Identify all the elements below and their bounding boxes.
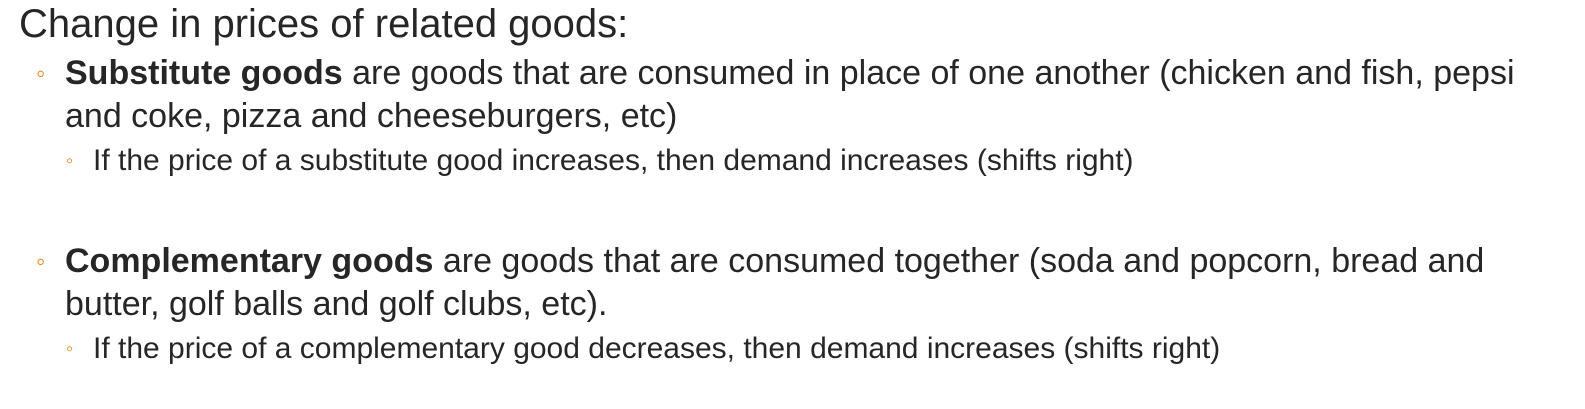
term-substitute-goods: Substitute goods [65,54,343,92]
sub-point-complementary: If the price of a complementary good dec… [93,332,1221,365]
bullet-level2-substitute: ◦ If the price of a substitute good incr… [0,142,1585,180]
bullet-level1-substitute: ◦ Substitute goods are goods that are co… [0,52,1565,138]
sub-bullet-marker-icon: ◦ [66,150,74,172]
bullet-marker-icon: ◦ [36,58,46,88]
term-complementary-goods: Complementary goods [65,242,434,280]
slide-heading: Change in prices of related goods: [19,2,629,46]
bullet-level2-complementary: ◦ If the price of a complementary good d… [0,330,1585,368]
bullet-level1-complementary: ◦ Complementary goods are goods that are… [0,240,1565,326]
sub-bullet-marker-icon: ◦ [66,338,74,360]
definition-complementary-goods: are goods that are consumed together (so… [65,242,1485,323]
bullet-marker-icon: ◦ [36,246,46,276]
bullet-substitute-goods: ◦ Substitute goods are goods that are co… [0,52,1585,180]
bullet-complementary-goods: ◦ Complementary goods are goods that are… [0,240,1585,368]
sub-point-substitute: If the price of a substitute good increa… [93,144,1134,177]
definition-substitute-goods: are goods that are consumed in place of … [65,54,1515,135]
